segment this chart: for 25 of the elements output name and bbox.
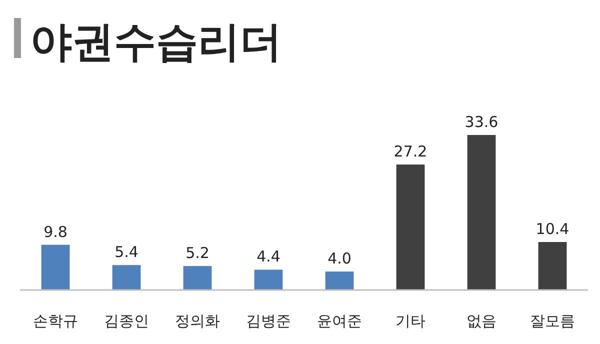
x-tick-label: 기타: [396, 312, 426, 330]
bar: [112, 265, 141, 290]
x-tick-label: 정의화: [175, 312, 220, 330]
chart-title: 야권수습리더: [30, 17, 282, 66]
x-tick-label: 김종인: [104, 312, 149, 330]
bar: [538, 242, 567, 290]
x-tick-label: 잘모름: [530, 312, 575, 330]
data-label: 4.0: [328, 250, 352, 268]
x-tick-label: 김병준: [246, 312, 291, 330]
data-label: 27.2: [394, 142, 428, 161]
bar: [325, 272, 354, 290]
x-tick-label: 없음: [466, 312, 496, 330]
bar: [41, 244, 70, 290]
bar: [467, 135, 496, 290]
x-tick-label: 윤여준: [317, 312, 362, 330]
bar: [183, 266, 212, 290]
x-tick-label: 손학규: [33, 312, 78, 330]
data-label: 4.4: [256, 248, 280, 266]
bar: [254, 270, 283, 290]
data-label: 5.4: [114, 243, 138, 262]
data-label: 33.6: [464, 113, 498, 131]
data-label: 9.8: [44, 222, 68, 241]
data-label: 10.4: [536, 220, 570, 238]
data-label: 5.2: [186, 244, 210, 262]
bar: [396, 164, 425, 290]
